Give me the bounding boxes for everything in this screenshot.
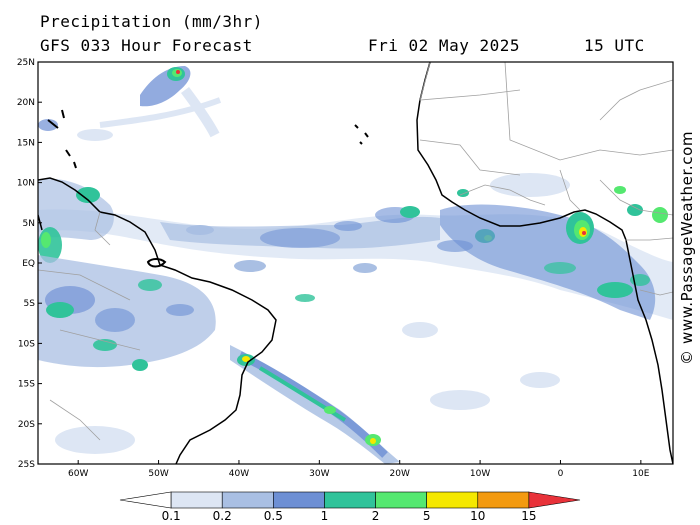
lon-label: 10W: [470, 469, 490, 479]
lon-label: 40W: [229, 469, 249, 479]
map-title: Precipitation (mm/3hr): [40, 12, 263, 31]
lat-label: 15N: [17, 138, 35, 148]
lon-label: 10E: [632, 469, 649, 479]
colorbar-label: 10: [470, 509, 486, 523]
lat-label: 5S: [24, 299, 36, 309]
precipitation-colorbar: [119, 491, 581, 509]
colorbar-label: 2: [371, 509, 380, 523]
lon-label: 0: [558, 469, 564, 479]
lat-label: 25S: [18, 460, 35, 470]
lat-label: 20N: [17, 98, 35, 108]
colorbar-label: 15: [521, 509, 537, 523]
colorbar-segment: [221, 491, 274, 509]
colorbar-segment: [477, 491, 530, 509]
precipitation-layer: [38, 66, 673, 464]
lat-label: 10N: [17, 179, 35, 189]
lat-label: 5N: [23, 219, 35, 229]
colorbar-segment: [324, 491, 376, 509]
colorbar-label: 0.1: [161, 509, 181, 523]
colorbar-segment: [119, 491, 172, 509]
website-credit: © www.PassageWeather.com: [678, 130, 696, 365]
lat-label: 25N: [17, 58, 35, 68]
colorbar-segment: [426, 491, 479, 509]
lat-label: EQ: [22, 259, 35, 269]
colorbar-segment: [375, 491, 427, 509]
forecast-date: Fri 02 May 2025: [368, 36, 520, 55]
forecast-subtitle: GFS 033 Hour Forecast: [40, 36, 253, 55]
colorbar-segment: [170, 491, 223, 509]
colorbar-segment: [528, 491, 581, 509]
colorbar-label: 1: [320, 509, 329, 523]
lon-label: 60W: [68, 469, 88, 479]
lon-label: 20W: [390, 469, 410, 479]
lon-label: 50W: [148, 469, 168, 479]
colorbar-label: 0.5: [263, 509, 283, 523]
colorbar-label: 0.2: [212, 509, 232, 523]
longitude-axis: 60W 50W 40W 30W 20W 10W 0 10E: [68, 460, 650, 479]
borders-layer: [38, 62, 673, 441]
lat-label: 10S: [18, 339, 35, 349]
colorbar-label: 5: [422, 509, 431, 523]
lat-label: 20S: [18, 420, 35, 430]
latitude-axis: 25N 20N 15N 10N 5N EQ 5S 10S 15S 20S 25S: [17, 58, 42, 470]
lat-label: 15S: [18, 380, 35, 390]
colorbar-segment: [273, 491, 325, 509]
forecast-time: 15 UTC: [584, 36, 645, 55]
lon-label: 30W: [309, 469, 329, 479]
